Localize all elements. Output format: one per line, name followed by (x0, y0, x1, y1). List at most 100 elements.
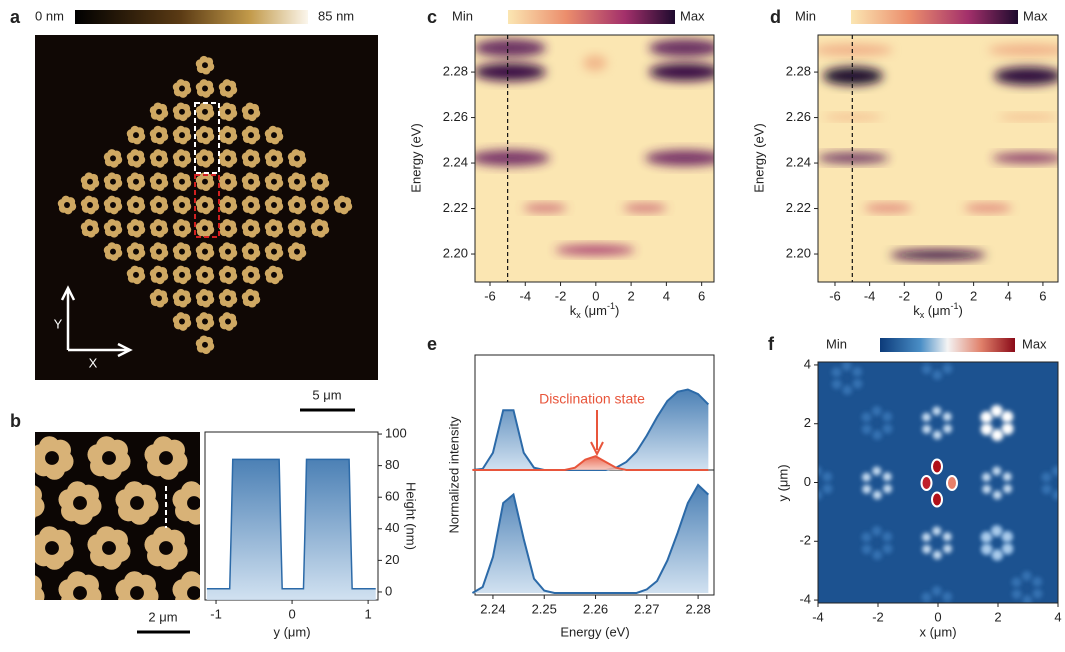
flower-hole (294, 225, 300, 231)
x-tick-label: -4 (519, 288, 531, 303)
y-tick-label: 2 (804, 415, 811, 430)
flower-hole (156, 225, 162, 231)
petal (24, 496, 45, 517)
field-spot (842, 385, 852, 395)
flower-hole (202, 342, 208, 348)
heatmap-feature (523, 204, 567, 212)
field-spot (932, 370, 942, 380)
field-spot (852, 367, 862, 377)
field-spot (1001, 411, 1013, 423)
flower-hole (202, 295, 208, 301)
colorbar (880, 338, 1015, 352)
field-spot (981, 423, 993, 435)
y-axis-label: Normalized intensity (446, 416, 461, 534)
flower-hole (16, 586, 30, 600)
spectrum-area (472, 485, 708, 593)
x-tick-label: -6 (484, 288, 496, 303)
field-map (801, 346, 1065, 620)
petal (21, 575, 42, 596)
x-axis-label-part: ) (958, 303, 962, 318)
field-spot (993, 490, 1002, 499)
flower-hole (294, 249, 300, 255)
flower-hole (202, 319, 208, 325)
heatmap-feature (813, 44, 893, 56)
petal (210, 436, 231, 457)
x-tick-label: 4 (663, 288, 670, 303)
x-tick-label: 6 (698, 288, 705, 303)
y-tick-label: 2.22 (443, 200, 468, 215)
field-spot (933, 430, 942, 439)
field-spot (861, 532, 871, 542)
colorbar (75, 10, 308, 24)
flower-hole (271, 225, 277, 231)
field-spot (991, 526, 1002, 537)
flower-hole (202, 225, 208, 231)
y-tick-label: 0 (804, 474, 811, 489)
field-spot (922, 364, 932, 374)
heatmap-feature (823, 67, 883, 85)
flower-hole (133, 155, 139, 161)
field-spot (1002, 423, 1014, 435)
y-tick-label: 2.24 (786, 154, 811, 169)
field-spot (1032, 577, 1042, 587)
flower-hole (248, 155, 254, 161)
flower-hole (225, 86, 231, 92)
flower-hole (45, 451, 59, 465)
petal (10, 481, 31, 502)
petal (0, 440, 14, 461)
petal (1, 489, 22, 510)
petal (1, 579, 22, 600)
flower-hole (225, 155, 231, 161)
field-spot (922, 604, 932, 614)
field-spot (943, 532, 952, 541)
flower-hole (340, 202, 346, 208)
y-tick-label: 2.28 (786, 64, 811, 79)
heatmap-feature (988, 44, 1065, 56)
field-spot (872, 526, 882, 536)
flower-hole (202, 202, 208, 208)
field-spot (943, 604, 953, 614)
x-tick-label: 0 (934, 609, 941, 624)
heatmap (813, 35, 1065, 282)
flower-hole (271, 132, 277, 138)
flower-hole (179, 295, 185, 301)
colorbar-max-label: Max (680, 8, 705, 23)
field-spot (1052, 490, 1062, 500)
flower-hole (225, 319, 231, 325)
colorbar-min-label: Min (452, 8, 473, 23)
heatmap-feature (998, 114, 1058, 120)
x-axis-label: kx (μm-1) (913, 301, 963, 320)
flower-hole (294, 155, 300, 161)
colorbar-max-label: Max (1022, 336, 1047, 351)
y-tick-label: 2.22 (786, 200, 811, 215)
colorbar-min-label: Min (795, 8, 816, 23)
flower-hole (159, 541, 173, 555)
field-spot (1041, 472, 1051, 482)
flower-hole (133, 202, 139, 208)
field-spot (883, 472, 892, 481)
x-axis-label-part: (μm (581, 303, 607, 318)
y-tick-label: -2 (799, 533, 811, 548)
flower-hole (133, 272, 139, 278)
flower-hole (271, 249, 277, 255)
field-spot (883, 544, 893, 554)
flower-hole (225, 249, 231, 255)
flower-hole (202, 272, 208, 278)
y-tick-label: -4 (799, 591, 811, 606)
flower-hole (133, 132, 139, 138)
x-axis-label: x (μm) (919, 624, 956, 639)
y-tick-label: 100 (385, 425, 407, 440)
field-spot (992, 549, 1003, 560)
flower-hole (187, 496, 201, 510)
y-tick-label: 4 (804, 356, 811, 371)
flower-hole (156, 295, 162, 301)
flower-hole (73, 496, 87, 510)
panel-label: d (770, 7, 781, 27)
flower-hole (179, 155, 185, 161)
x-axis-label-part: -1 (607, 301, 615, 311)
x-tick-label: -4 (812, 609, 824, 624)
flower-hole (202, 86, 208, 92)
petal (10, 571, 31, 592)
flower-hole (133, 249, 139, 255)
colorbar-max-label: 85 nm (318, 8, 354, 23)
